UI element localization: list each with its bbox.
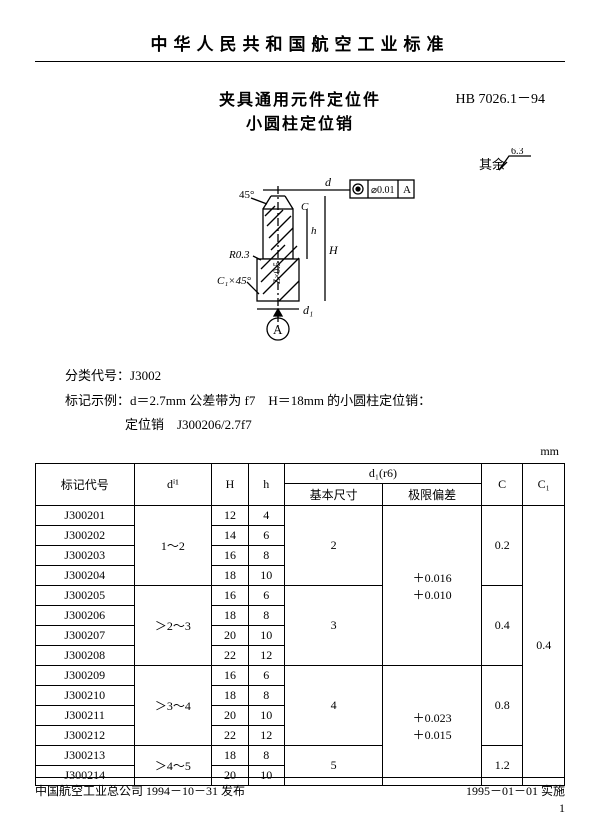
cell-h: 12 bbox=[248, 646, 284, 666]
svg-text:45°: 45° bbox=[239, 189, 254, 201]
cell-d1b: 2 bbox=[284, 506, 383, 586]
sub-title-1: 夹具通用元件定位件 bbox=[219, 86, 381, 110]
cell-C: 0.2 bbox=[481, 506, 522, 586]
svg-text:⌀0.01: ⌀0.01 bbox=[371, 185, 395, 196]
page-number: 1 bbox=[35, 801, 565, 816]
cell-code: J300203 bbox=[36, 546, 135, 566]
top-rule bbox=[35, 61, 565, 62]
svg-text:C₁×45°: C₁×45° bbox=[217, 275, 252, 287]
th-d: dⁱ¹ bbox=[134, 464, 212, 506]
example-label: 标记示例： bbox=[65, 393, 130, 408]
cell-H: 18 bbox=[212, 566, 248, 586]
cell-C: 0.8 bbox=[481, 666, 522, 746]
cell-code: J300201 bbox=[36, 506, 135, 526]
example-text-2: 定位销 J300206/2.7f7 bbox=[125, 417, 252, 432]
cell-h: 10 bbox=[248, 706, 284, 726]
cell-H: 20 bbox=[212, 706, 248, 726]
th-code: 标记代号 bbox=[36, 464, 135, 506]
th-H: H bbox=[212, 464, 248, 506]
cell-H: 18 bbox=[212, 746, 248, 766]
cell-code: J300211 bbox=[36, 706, 135, 726]
th-C1: C₁ bbox=[523, 464, 565, 506]
cell-H: 14 bbox=[212, 526, 248, 546]
cell-H: 12 bbox=[212, 506, 248, 526]
svg-text:6.3: 6.3 bbox=[511, 148, 524, 157]
cell-h: 6 bbox=[248, 666, 284, 686]
cell-C: 0.4 bbox=[481, 586, 522, 666]
sub-title-2: 小圆柱定位销 bbox=[219, 110, 381, 134]
svg-text:h: h bbox=[311, 225, 317, 237]
cell-code: J300206 bbox=[36, 606, 135, 626]
svg-text:d₁: d₁ bbox=[303, 303, 313, 317]
cell-d1b: 3 bbox=[284, 586, 383, 666]
cell-h: 8 bbox=[248, 746, 284, 766]
cell-H: 16 bbox=[212, 546, 248, 566]
cell-H: 18 bbox=[212, 606, 248, 626]
class-val: J3002 bbox=[130, 368, 161, 383]
cell-H: 18 bbox=[212, 686, 248, 706]
cell-h: 4 bbox=[248, 506, 284, 526]
svg-text:H: H bbox=[328, 243, 339, 257]
cell-d1d: ＋0.016 ＋0.010 bbox=[383, 506, 482, 666]
cell-d: ＞2～3 bbox=[134, 586, 212, 666]
svg-text:C: C bbox=[301, 201, 309, 213]
cell-code: J300213 bbox=[36, 746, 135, 766]
unit-label: mm bbox=[35, 444, 559, 459]
cell-h: 6 bbox=[248, 526, 284, 546]
example-text: d＝2.7mm 公差带为 f7 H＝18mm 的小圆柱定位销： bbox=[130, 393, 431, 408]
cell-h: 6 bbox=[248, 586, 284, 606]
cell-h: 8 bbox=[248, 606, 284, 626]
cell-d: 1～2 bbox=[134, 506, 212, 586]
top-title: 中华人民共和国航空工业标准 bbox=[35, 30, 565, 55]
cell-H: 20 bbox=[212, 626, 248, 646]
cell-H: 22 bbox=[212, 646, 248, 666]
cell-code: J300208 bbox=[36, 646, 135, 666]
cell-code: J300205 bbox=[36, 586, 135, 606]
class-label: 分类代号： bbox=[65, 368, 130, 383]
notes-block: 分类代号：J3002 标记示例：d＝2.7mm 公差带为 f7 H＝18mm 的… bbox=[35, 364, 565, 438]
cell-code: J300204 bbox=[36, 566, 135, 586]
cell-h: 10 bbox=[248, 626, 284, 646]
th-d1-dev: 极限偏差 bbox=[383, 484, 482, 506]
cell-code: J300202 bbox=[36, 526, 135, 546]
cell-h: 12 bbox=[248, 726, 284, 746]
cell-d: ＞3～4 bbox=[134, 666, 212, 746]
footer-rule bbox=[35, 777, 565, 778]
cell-d1d: ＋0.023 ＋0.015 bbox=[383, 666, 482, 786]
surface-finish-symbol: 6.3 bbox=[495, 148, 535, 176]
cell-h: 8 bbox=[248, 686, 284, 706]
footer: 中国航空工业总公司 1994－10－31 发布 1995－01－01 实施 1 bbox=[35, 777, 565, 816]
cell-h: 10 bbox=[248, 566, 284, 586]
data-table: 标记代号 dⁱ¹ H h d₁(r6) C C₁ 基本尺寸 极限偏差 J3002… bbox=[35, 463, 565, 786]
th-d1-basic: 基本尺寸 bbox=[284, 484, 383, 506]
cell-C1: 0.4 bbox=[523, 506, 565, 786]
cell-code: J300210 bbox=[36, 686, 135, 706]
cell-d1b: 4 bbox=[284, 666, 383, 746]
svg-text:R0.3: R0.3 bbox=[228, 249, 250, 261]
svg-text:A: A bbox=[403, 184, 411, 196]
cell-h: 8 bbox=[248, 546, 284, 566]
cell-code: J300209 bbox=[36, 666, 135, 686]
std-code: HB 7026.1－94 bbox=[456, 88, 545, 108]
cell-H: 22 bbox=[212, 726, 248, 746]
cell-code: J300212 bbox=[36, 726, 135, 746]
svg-text:d: d bbox=[325, 175, 332, 189]
diagram-area: d ⌀0.01 A 45° C R0.3 C₁×45° h H bbox=[35, 144, 565, 354]
th-h: h bbox=[248, 464, 284, 506]
footer-right: 1995－01－01 实施 bbox=[466, 782, 565, 799]
th-d1: d₁(r6) bbox=[284, 464, 481, 484]
svg-text:A: A bbox=[273, 322, 283, 337]
cell-H: 16 bbox=[212, 666, 248, 686]
sub-header: 夹具通用元件定位件 小圆柱定位销 HB 7026.1－94 bbox=[35, 86, 565, 134]
th-C: C bbox=[481, 464, 522, 506]
svg-text:Z×0.5: Z×0.5 bbox=[272, 262, 282, 284]
cell-code: J300207 bbox=[36, 626, 135, 646]
technical-diagram: d ⌀0.01 A 45° C R0.3 C₁×45° h H bbox=[185, 154, 425, 344]
cell-H: 16 bbox=[212, 586, 248, 606]
footer-left: 中国航空工业总公司 1994－10－31 发布 bbox=[35, 782, 245, 799]
